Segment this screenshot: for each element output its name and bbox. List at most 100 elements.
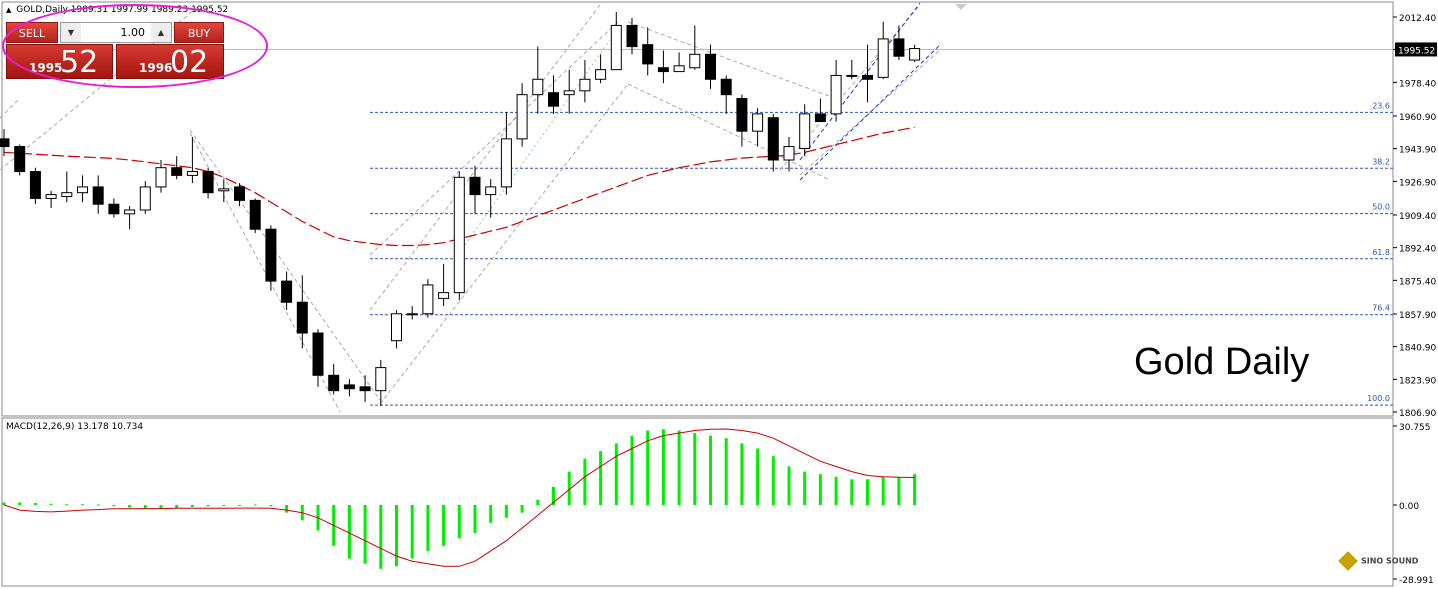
macd-histogram-bar <box>143 505 147 509</box>
fib-level-label: 76.4 <box>1372 304 1390 313</box>
highlight-ellipse <box>2 4 268 88</box>
collapse-triangle-icon[interactable]: ▲ <box>6 6 12 14</box>
candle <box>391 309 402 349</box>
candle-body <box>893 38 905 57</box>
price-axis-label: 1960.90 <box>1399 113 1436 123</box>
macd-histogram-bar <box>18 502 22 505</box>
candle-body <box>657 67 669 73</box>
channel-line <box>189 132 341 413</box>
macd-histogram-bar <box>159 505 163 509</box>
candle <box>234 183 245 207</box>
chart-shift-marker <box>955 4 967 10</box>
candle <box>516 83 528 147</box>
candle-body <box>862 74 873 80</box>
candle <box>29 167 41 205</box>
macd-histogram-bar <box>473 505 477 534</box>
current-price-label: 1995.52 <box>1398 46 1435 56</box>
macd-histogram-bar <box>96 504 100 506</box>
macd-histogram-bar <box>49 503 53 505</box>
watermark-text: SINO SOUND <box>1361 556 1419 566</box>
header-close: 1995.52 <box>191 5 229 15</box>
channel-line <box>627 83 831 181</box>
candle <box>124 206 136 230</box>
candle <box>705 44 716 89</box>
macd-histogram-bar <box>787 466 791 505</box>
macd-histogram-bar <box>897 476 901 505</box>
candle <box>14 144 26 176</box>
candle <box>626 17 638 55</box>
candle-body <box>720 78 732 96</box>
candle <box>532 46 544 114</box>
candle-body <box>736 97 748 132</box>
candle-body <box>265 228 277 282</box>
candle <box>548 75 559 114</box>
candle-body <box>689 53 701 69</box>
candle-body <box>77 186 88 194</box>
macd-histogram-bar <box>536 499 540 505</box>
channel-line <box>799 49 941 176</box>
price-axis-label: 1978.40 <box>1399 79 1436 89</box>
candle <box>862 44 873 103</box>
candle-body <box>767 117 779 161</box>
candle-body <box>92 186 104 205</box>
candle-body <box>469 176 481 196</box>
macd-histogram-bar <box>614 443 618 505</box>
candle <box>265 225 277 291</box>
candle-body <box>45 194 57 199</box>
macd-histogram-bar <box>599 451 603 505</box>
candle <box>767 113 779 172</box>
macd-histogram-bar <box>190 505 194 508</box>
macd-histogram-bar <box>222 505 226 506</box>
candle <box>139 181 151 214</box>
fib-level-label: 23.6 <box>1372 101 1390 110</box>
candle <box>359 375 371 403</box>
macd-histogram-bar <box>850 479 854 505</box>
candle-body <box>453 176 465 294</box>
candle-body <box>61 192 73 198</box>
fib-level-label: 38.2 <box>1372 157 1390 166</box>
macd-pane-frame <box>1 417 1394 587</box>
candle <box>45 190 57 209</box>
candle <box>328 363 340 395</box>
candle-body <box>0 138 10 148</box>
candle-body <box>516 94 528 140</box>
green-trend-line <box>464 39 611 246</box>
candle-body <box>171 167 183 176</box>
candle-body <box>814 113 826 123</box>
candle <box>500 111 512 195</box>
candle-body <box>830 74 842 115</box>
price-axis-label: 1943.90 <box>1399 146 1436 156</box>
macd-histogram-bar <box>756 448 760 505</box>
candle <box>186 136 198 184</box>
candle-body <box>595 69 607 80</box>
candle-body <box>422 284 434 315</box>
channel-line <box>379 83 629 405</box>
watermark-logo-icon <box>1338 551 1358 571</box>
price-axis-label: 1892.40 <box>1399 245 1436 255</box>
macd-signal-line <box>3 428 915 567</box>
candle-body <box>249 199 261 230</box>
candle <box>579 60 591 103</box>
candle <box>155 160 167 193</box>
candle-body <box>406 313 418 316</box>
macd-histogram-bar <box>693 433 697 505</box>
candle-body <box>563 90 575 96</box>
candle <box>61 171 73 203</box>
channel-line <box>369 19 621 256</box>
price-axis-label: 1857.90 <box>1399 311 1436 321</box>
candle-body <box>14 146 26 173</box>
candle <box>77 175 88 203</box>
fib-level-label: 50.0 <box>1372 203 1390 212</box>
channel-line <box>0 4 201 171</box>
candle <box>563 69 575 114</box>
price-axis-label: 1840.90 <box>1399 344 1436 354</box>
macd-histogram-bar <box>65 504 69 506</box>
macd-histogram-bar <box>112 505 116 507</box>
candle-body <box>626 24 638 48</box>
macd-axis-label: 0.00 <box>1399 502 1419 512</box>
candle <box>422 279 434 318</box>
blue-channel-line <box>799 44 941 181</box>
candle-body <box>799 113 811 149</box>
macd-histogram-bar <box>363 505 367 564</box>
